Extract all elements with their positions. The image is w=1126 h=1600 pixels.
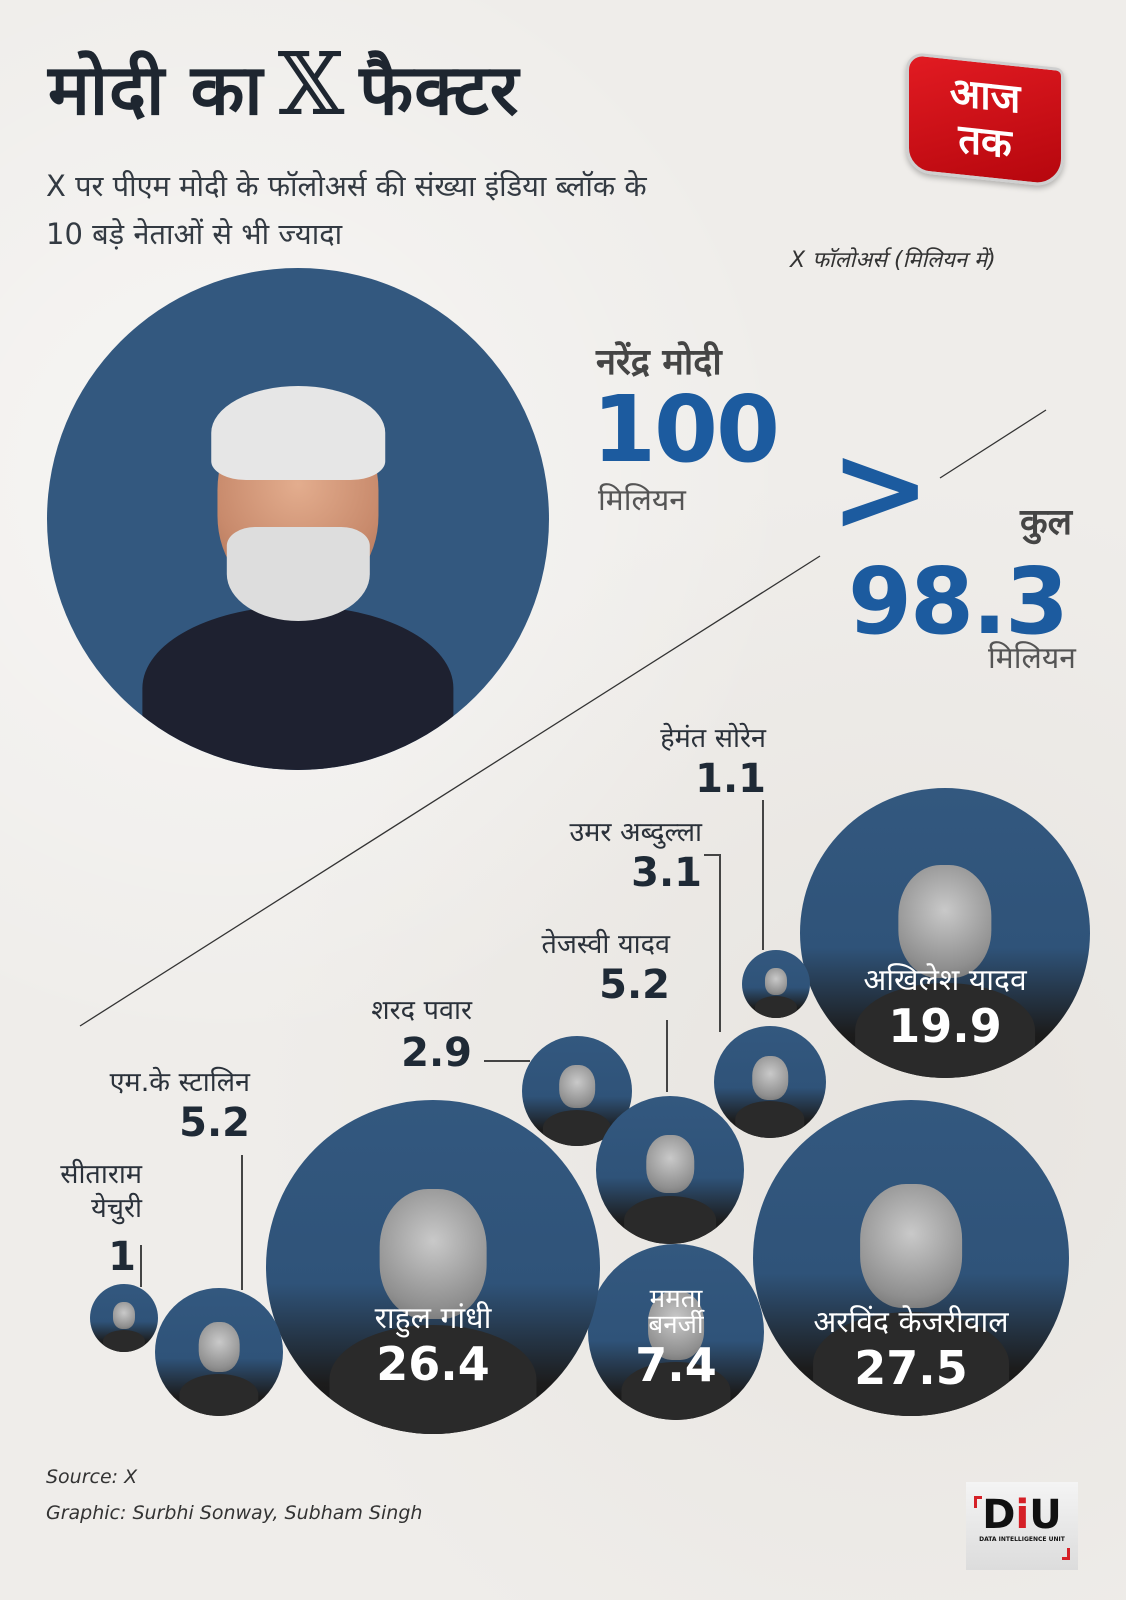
portrait xyxy=(855,852,1035,1078)
name: राहुल गांधी xyxy=(374,1301,492,1336)
page-title: मोदी का 𝕏 फैक्टर xyxy=(48,40,519,135)
name-line2: येचुरी xyxy=(91,1193,142,1224)
circle-tejashwi-yadav xyxy=(596,1096,744,1244)
portrait xyxy=(754,965,798,1018)
portrait xyxy=(621,1283,731,1420)
circle-akhilesh-yadav: अखिलेश यादव 19.9 xyxy=(800,788,1090,1078)
portrait xyxy=(813,1170,1009,1416)
value: 19.9 xyxy=(888,999,1002,1053)
total-label: कुल xyxy=(1020,502,1073,543)
modi-name: नरेंद्र मोदी xyxy=(596,342,722,383)
circle-rahul-gandhi: राहुल गांधी 26.4 xyxy=(266,1100,600,1434)
portrait xyxy=(102,1299,146,1352)
circle-arvind-kejriwal: अरविंद केजरीवाल 27.5 xyxy=(753,1100,1069,1416)
connector-line xyxy=(666,1020,668,1092)
diu-d: D xyxy=(982,1492,1016,1538)
unit-label: X फॉलोअर्स (मिलियन में) xyxy=(790,248,996,273)
total-unit: मिलियन xyxy=(988,641,1076,676)
value-sharad-pawar: 2.9 xyxy=(401,1030,472,1076)
name-line1: सीताराम xyxy=(60,1159,142,1190)
value: 27.5 xyxy=(854,1341,968,1395)
name-line1: ममता xyxy=(649,1284,703,1314)
modi-portrait-circle xyxy=(47,268,549,770)
circle-sitaram-yechury xyxy=(90,1284,158,1352)
connector-line xyxy=(762,800,764,950)
portrait xyxy=(542,1060,612,1146)
value-omar-abdullah: 3.1 xyxy=(631,850,702,896)
diu-subtitle: DATA INTELLIGENCE UNIT xyxy=(979,1536,1065,1543)
portrait xyxy=(179,1316,259,1416)
circle-mk-stalin xyxy=(155,1288,283,1416)
label-sharad-pawar: शरद पवार xyxy=(371,995,472,1026)
circle-omar-abdullah xyxy=(714,1026,826,1138)
label-tejashwi-yadav: तेजस्वी यादव xyxy=(541,929,670,960)
value: 26.4 xyxy=(376,1337,490,1391)
value: 7.4 xyxy=(635,1338,717,1392)
connector-line xyxy=(140,1245,142,1287)
value-mk-stalin: 5.2 xyxy=(179,1100,250,1146)
label-hemant-soren: हेमंत सोरेन xyxy=(660,723,766,754)
diu-i: i xyxy=(1015,1492,1030,1538)
x-logo-icon: 𝕏 xyxy=(277,35,346,135)
label-mk-stalin: एम.के स्टालिन xyxy=(109,1067,250,1098)
modi-portrait xyxy=(142,378,454,770)
name-line2: बनर्जी xyxy=(648,1310,704,1340)
total-value: 98.3 xyxy=(848,548,1069,655)
title-part1: मोदी का xyxy=(48,49,264,131)
name: अखिलेश यादव xyxy=(863,963,1027,998)
circle-mamata-banerjee: ममता बनर्जी 7.4 xyxy=(588,1244,764,1420)
modi-unit: मिलियन xyxy=(598,483,686,518)
circle-hemant-soren xyxy=(742,950,810,1018)
credit-text: Graphic: Surbhi Sonway, Subham Singh xyxy=(46,1502,423,1524)
connector-line xyxy=(719,854,721,1032)
label-omar-abdullah: उमर अब्दुल्ला xyxy=(569,817,702,848)
diu-u: U xyxy=(1029,1492,1062,1538)
portrait xyxy=(329,1173,537,1434)
name: अरविंद केजरीवाल xyxy=(813,1305,1009,1340)
diu-logo: DiU DATA INTELLIGENCE UNIT xyxy=(966,1482,1078,1570)
connector-line xyxy=(241,1155,243,1290)
modi-value: 100 xyxy=(592,376,780,483)
portrait xyxy=(735,1051,805,1138)
value-tejashwi-yadav: 5.2 xyxy=(599,962,670,1008)
label-sitaram-yechury: सीताराम येचुरी xyxy=(60,1158,142,1226)
value-hemant-soren: 1.1 xyxy=(695,756,766,802)
source-text: Source: X xyxy=(46,1466,138,1488)
greater-than-icon: > xyxy=(830,420,931,559)
subtitle: X पर पीएम मोदी के फॉलोअर्स की संख्या इंड… xyxy=(46,169,647,251)
connector-line xyxy=(484,1060,530,1062)
portrait xyxy=(624,1129,716,1244)
connector-line xyxy=(704,854,720,856)
value-sitaram-yechury: 1 xyxy=(108,1234,136,1280)
title-part2: फैक्टर xyxy=(359,49,520,131)
